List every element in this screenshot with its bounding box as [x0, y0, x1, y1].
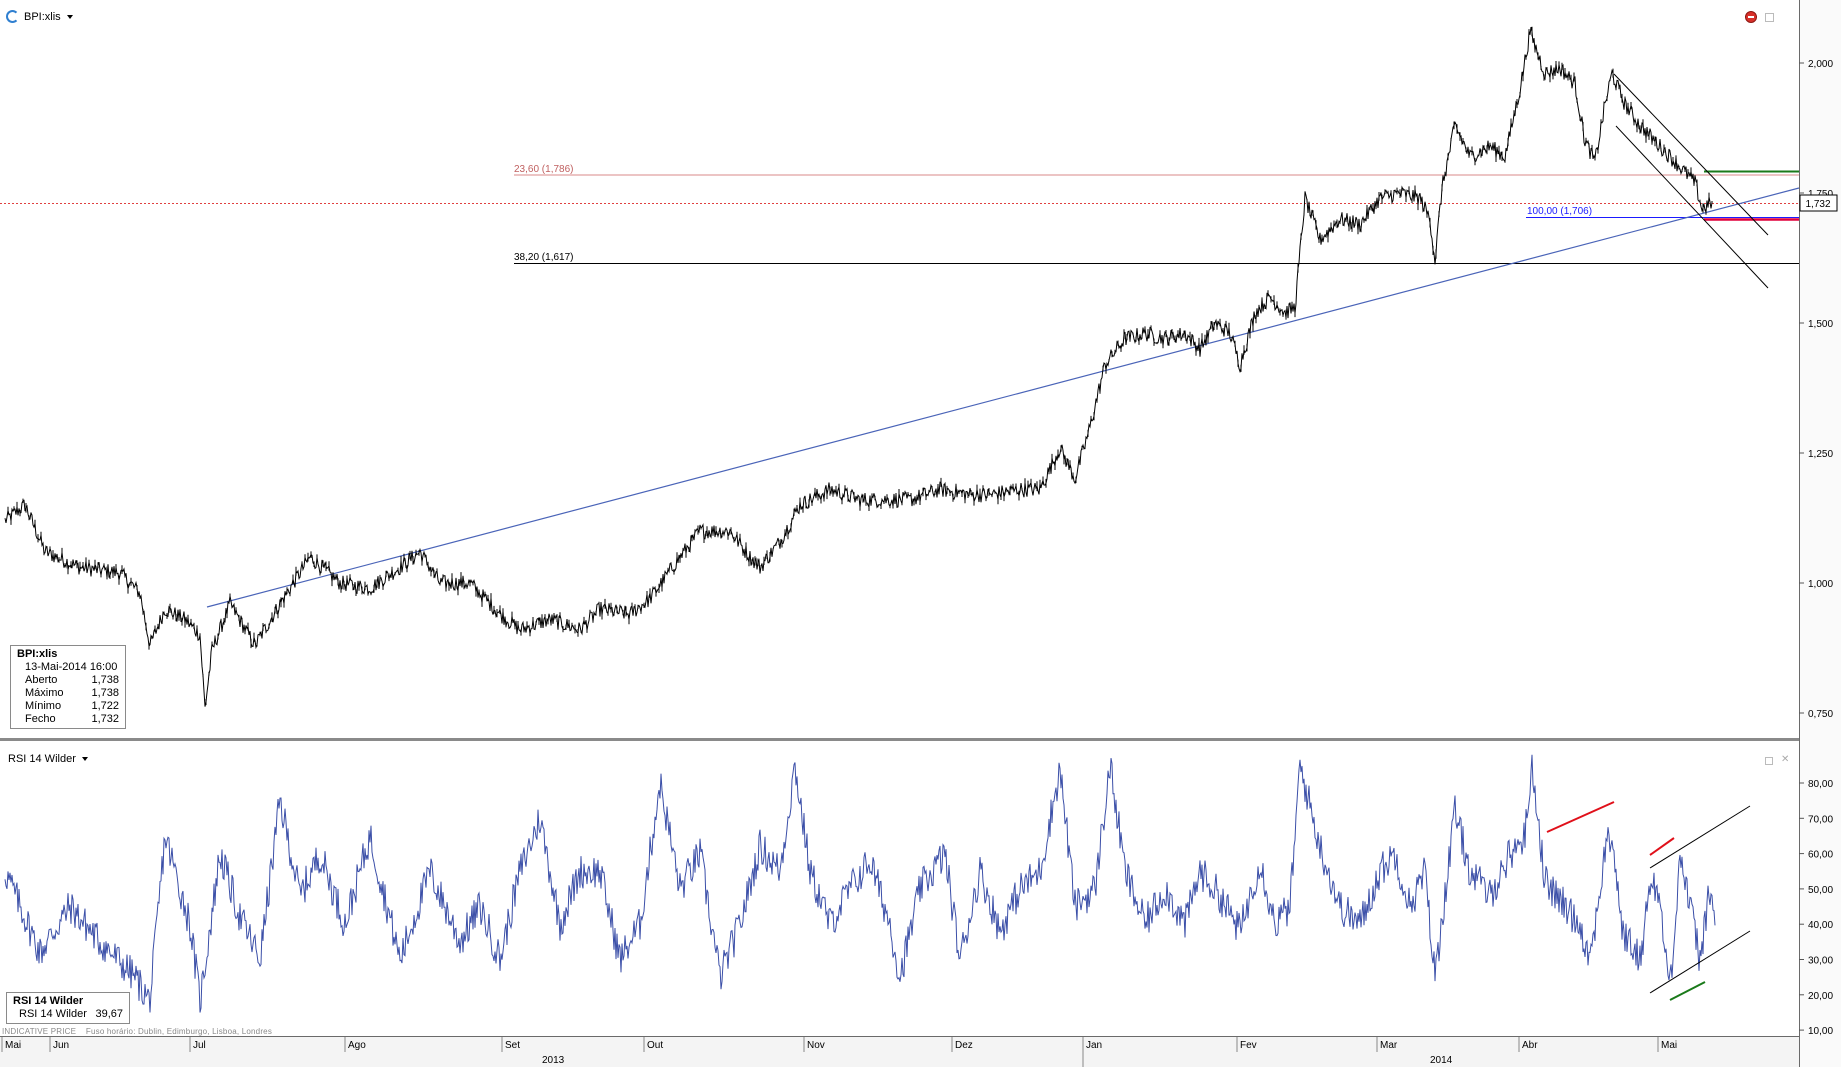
rsi-channel-lower-line[interactable] [1649, 930, 1751, 994]
price-y-tick-label: 1,250 [1808, 449, 1833, 460]
fib-236-label: 23,60 (1,786) [514, 164, 574, 175]
rsi-y-tick-label: 50,00 [1808, 885, 1833, 896]
info-row-close: Fecho 1,732 [25, 713, 119, 725]
uptrend-line[interactable] [206, 187, 1800, 608]
x-month-label: Ago [348, 1040, 366, 1051]
current-price-box [1799, 194, 1838, 212]
x-axis-bg [0, 1037, 1799, 1067]
x-month-label: Abr [1522, 1040, 1538, 1051]
rsi-info-box: RSI 14 Wilder RSI 14 Wilder 39,67 [6, 992, 130, 1024]
info-row-open: Aberto 1,738 [25, 674, 119, 686]
x-month-label: Set [505, 1040, 520, 1051]
fib-382-label: 38,20 (1,617) [514, 252, 574, 263]
price-series-line [4, 26, 1713, 707]
price-y-tick-label: 1,500 [1808, 319, 1833, 330]
footer-note: INDICATIVE PRICE Fuso horário: Dublin, E… [2, 1027, 272, 1036]
rsi-info-row: RSI 14 Wilder 39,67 [19, 1008, 123, 1020]
rsi-y-tick-label: 40,00 [1808, 920, 1833, 931]
rsi-info-title: RSI 14 Wilder [13, 995, 84, 1007]
rsi-series-line [4, 754, 1716, 1013]
rsi-y-tick-label: 70,00 [1808, 814, 1833, 825]
price-y-tick-label: 0,750 [1808, 709, 1833, 720]
maximize-icon[interactable] [1765, 13, 1774, 22]
rsi-red-divergence-short-line[interactable] [1649, 837, 1675, 856]
x-axis: Mai Jun Jul Ago Set Out Nov Dez Jan Fev Mar Abr Mai 2… [1, 1037, 1677, 1067]
rsi-y-tick-label: 10,00 [1808, 1026, 1833, 1037]
rsi-label[interactable]: RSI 14 Wilder [8, 753, 76, 765]
maximize-icon[interactable] [1765, 757, 1773, 765]
current-price-label: 1,732 [1805, 199, 1830, 210]
x-month-label: Jun [53, 1040, 69, 1051]
rsi-y-tick-label: 30,00 [1808, 956, 1833, 967]
x-month-label: Jul [193, 1040, 206, 1051]
x-month-label: Dez [955, 1040, 973, 1051]
price-y-tick-label: 2,000 [1808, 59, 1833, 70]
x-month-label: Jan [1086, 1040, 1102, 1051]
fib-100-label: 100,00 (1,706) [1527, 206, 1592, 217]
info-row-high: Máximo 1,738 [25, 687, 119, 699]
rsi-channel-upper-line[interactable] [1649, 805, 1751, 869]
x-month-label: Fev [1240, 1040, 1257, 1051]
chevron-down-icon[interactable] [66, 14, 73, 19]
channel-upper-line[interactable] [1613, 73, 1769, 236]
x-month-label: Out [647, 1040, 663, 1051]
x-month-label: Mai [1661, 1040, 1677, 1051]
close-icon[interactable] [1745, 11, 1757, 23]
rsi-panel-header[interactable]: RSI 14 Wilder [8, 753, 88, 765]
rsi-y-axis: 80,00 70,00 60,00 50,00 40,00 30,00 20,00 10,00 [1799, 779, 1833, 1037]
info-row-low: Mínimo 1,722 [25, 700, 119, 712]
price-info-box: BPI:xlis 13-Mai-2014 16:00 Aberto 1,738 M… [10, 645, 126, 729]
x-year-label: 2014 [1430, 1055, 1453, 1066]
rsi-y-tick-label: 80,00 [1808, 779, 1833, 790]
close-icon[interactable]: ✕ [1781, 754, 1790, 765]
x-month-label: Mar [1380, 1040, 1398, 1051]
rsi-y-tick-label: 20,00 [1808, 991, 1833, 1002]
price-panel-bg [0, 0, 1799, 739]
channel-lower-line[interactable] [1615, 125, 1769, 289]
y-axis-bg [1800, 0, 1841, 1067]
rsi-green-divergence-line[interactable] [1669, 981, 1706, 1001]
app-logo-icon [6, 10, 19, 23]
symbol-label[interactable]: BPI:xlis [24, 10, 61, 23]
chevron-down-icon[interactable] [81, 757, 88, 761]
x-month-label: Mai [5, 1040, 21, 1051]
x-month-label: Nov [807, 1040, 825, 1051]
price-y-tick-label: 1,000 [1808, 579, 1833, 590]
rsi-y-tick-label: 60,00 [1808, 850, 1833, 861]
price-panel-header[interactable]: BPI:xlis [6, 10, 73, 23]
rsi-red-divergence-line[interactable] [1546, 801, 1615, 833]
indicative-price-label: INDICATIVE PRICE [2, 1027, 77, 1036]
x-year-label: 2013 [542, 1055, 565, 1066]
timezone-label: Fuso horário: Dublin, Edimburgo, Lisboa,… [85, 1027, 273, 1036]
info-datetime: 13-Mai-2014 16:00 [25, 661, 118, 673]
info-title: BPI:xlis [17, 648, 58, 660]
